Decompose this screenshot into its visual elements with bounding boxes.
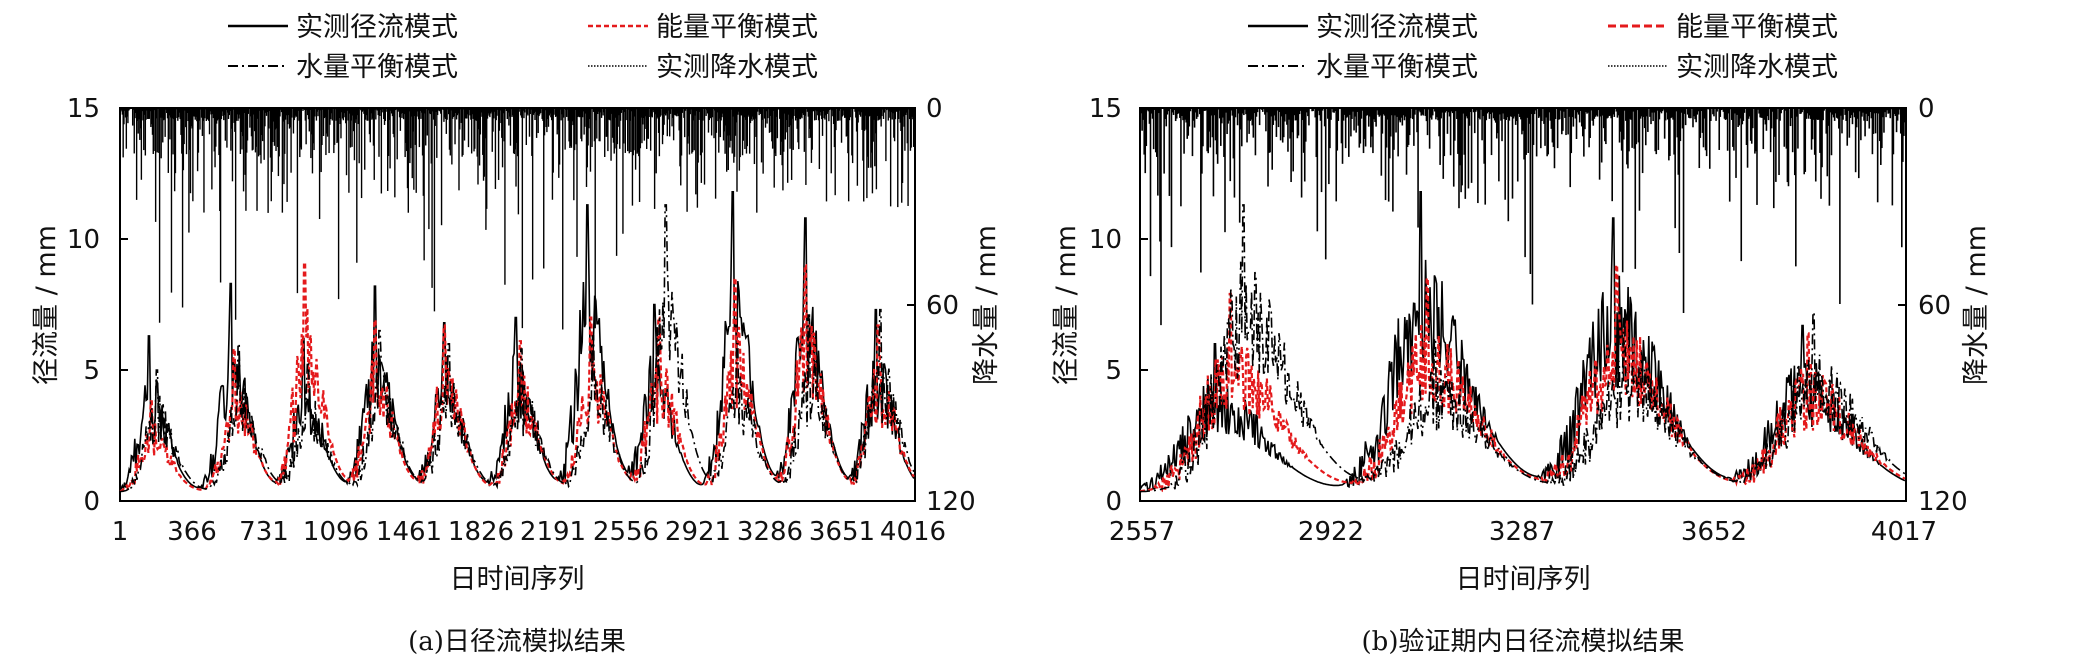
y-axis-a: 15 10 5 0: [67, 94, 128, 517]
legend-b-label-observed-precip: 实测降水模式: [1676, 52, 1838, 83]
ylabel-b: 径流量 / mm: [1051, 225, 1082, 385]
xtick-a-3651: 3651: [809, 517, 875, 547]
series-line-a-2: [119, 204, 915, 493]
caption-b: (b)验证期内日径流模拟结果: [1362, 627, 1685, 657]
y2tick-a-60: 60: [926, 291, 959, 321]
y2-axis-b: 0 60 120: [1898, 94, 1968, 517]
xtick-a-366: 366: [167, 517, 217, 547]
xtick-a-2556: 2556: [593, 517, 659, 547]
xtick-b-3287: 3287: [1489, 517, 1555, 547]
y2label-a: 降水量 / mm: [971, 225, 1002, 385]
xtick-a-3286: 3286: [737, 517, 803, 547]
xtick-b-2922: 2922: [1298, 517, 1364, 547]
xtick-a-2921: 2921: [665, 517, 731, 547]
panel-b: 实测径流模式 能量平衡模式 水量平衡模式 实测降水模式 15 10 5 0 0 …: [1051, 12, 1992, 657]
y2tick-a-0: 0: [926, 94, 943, 124]
y2tick-b-120: 120: [1918, 487, 1968, 517]
plot-area-b: [1139, 108, 1907, 493]
x-axis-b: 2557 2922 3287 3652 4017: [1109, 517, 1937, 547]
legend-a: 实测径流模式 能量平衡模式 水量平衡模式 实测降水模式: [228, 12, 818, 83]
ytick-b-0: 0: [1105, 487, 1122, 517]
precip-bars-b: [1139, 108, 1907, 326]
ytick-b-15: 15: [1089, 94, 1122, 124]
xtick-b-3652: 3652: [1681, 517, 1747, 547]
xtick-a-1826: 1826: [448, 517, 514, 547]
xtick-a-731: 731: [239, 517, 289, 547]
caption-a: (a)日径流模拟结果: [408, 627, 626, 657]
ytick-a-5: 5: [83, 356, 100, 386]
xtick-a-2191: 2191: [520, 517, 586, 547]
series-line-b-2: [1140, 204, 1906, 493]
x-axis-a: 1 366 731 1096 1461 1826 2191 2556 2921 …: [112, 517, 946, 547]
y2tick-b-0: 0: [1918, 94, 1935, 124]
ytick-a-0: 0: [83, 487, 100, 517]
precip-bars-a: [119, 108, 916, 330]
ylabel-a: 径流量 / mm: [31, 225, 62, 385]
xlabel-a: 日时间序列: [450, 564, 585, 595]
xtick-a-4016: 4016: [880, 517, 946, 547]
y2tick-a-120: 120: [926, 487, 976, 517]
xtick-a-1096: 1096: [303, 517, 369, 547]
plot-area-a: [119, 108, 916, 494]
y2tick-b-60: 60: [1918, 291, 1951, 321]
y2label-b: 降水量 / mm: [1961, 225, 1992, 385]
legend-b-label-water-balance: 水量平衡模式: [1316, 52, 1478, 83]
series-line-b-1: [1139, 264, 1906, 493]
legend-b: 实测径流模式 能量平衡模式 水量平衡模式 实测降水模式: [1248, 12, 1838, 83]
legend-b-label-observed-runoff: 实测径流模式: [1316, 12, 1478, 43]
y2-axis-a: 0 60 120: [907, 94, 976, 517]
ytick-a-10: 10: [67, 225, 100, 255]
xtick-a-1461: 1461: [376, 517, 442, 547]
ytick-b-10: 10: [1089, 225, 1122, 255]
xlabel-b: 日时间序列: [1456, 564, 1591, 595]
ytick-b-5: 5: [1105, 356, 1122, 386]
panel-a: 实测径流模式 能量平衡模式 水量平衡模式 实测降水模式 15 10 5 0 0 …: [31, 12, 1002, 657]
series-line-b-0: [1139, 191, 1906, 491]
legend-a-label-observed-runoff: 实测径流模式: [296, 12, 458, 43]
xtick-b-4017: 4017: [1871, 517, 1937, 547]
legend-a-label-energy-balance: 能量平衡模式: [656, 12, 818, 43]
ytick-a-15: 15: [67, 94, 100, 124]
legend-a-label-water-balance: 水量平衡模式: [296, 52, 458, 83]
y-axis-b: 15 10 5 0: [1089, 94, 1148, 517]
legend-b-label-energy-balance: 能量平衡模式: [1676, 12, 1838, 43]
legend-a-label-observed-precip: 实测降水模式: [656, 52, 818, 83]
xtick-b-2557: 2557: [1109, 517, 1175, 547]
xtick-a-1: 1: [112, 517, 129, 547]
